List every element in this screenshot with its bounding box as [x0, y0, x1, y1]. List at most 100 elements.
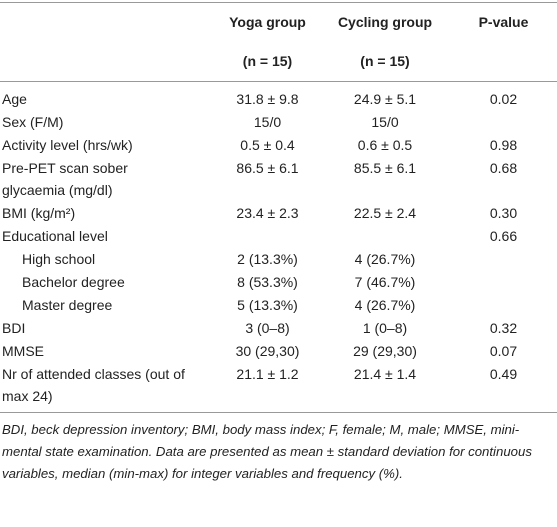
- row-label-text: BMI (kg/m²): [2, 205, 76, 221]
- cell-text: 1 (0–8): [362, 320, 408, 336]
- table-cell: 0.5 ± 0.4: [215, 134, 320, 157]
- header-row: (n = 15) (n = 15): [0, 41, 557, 82]
- table-cell: 22.5 ± 2.4: [320, 202, 450, 225]
- table-cell: 0.98: [450, 134, 557, 157]
- cell-text: 22.5 ± 2.4: [353, 205, 417, 221]
- row-label: BMI (kg/m²): [0, 202, 215, 225]
- table-cell: 7 (46.7%): [320, 271, 450, 294]
- table-cell: 29 (29,30): [320, 340, 450, 363]
- table-row: Educational level 0.66: [0, 225, 557, 248]
- cell-text: 85.5 ± 6.1: [353, 160, 417, 176]
- table-cell: 31.8 ± 9.8: [215, 82, 320, 112]
- row-label-text: Age: [2, 91, 27, 107]
- table-cell: 1 (0–8): [320, 317, 450, 340]
- cell-text: 0.6 ± 0.5: [357, 137, 413, 153]
- cell-text: 0.49: [489, 366, 518, 382]
- header-cell: P-value: [450, 2, 557, 41]
- table-row: Pre-PET scan sober glycaemia (mg/dl) 86.5…: [0, 157, 557, 202]
- table-cell: 0.66: [450, 225, 557, 248]
- cell-text: 0.98: [489, 137, 518, 153]
- table-cell: 0.49: [450, 363, 557, 413]
- cell-text: 31.8 ± 9.8: [236, 91, 299, 107]
- header-row: Yoga group Cycling group P-value: [0, 2, 557, 41]
- row-label-text: MMSE: [2, 343, 44, 359]
- cell-text: 4 (26.7%): [354, 251, 416, 267]
- header-cell: Yoga group: [215, 2, 320, 41]
- table-row: Activity level (hrs/wk) 0.5 ± 0.4 0.6 ± 0.…: [0, 134, 557, 157]
- row-label: Bachelor degree: [0, 271, 215, 294]
- cell-text: 30 (29,30): [235, 343, 300, 359]
- table-cell: [450, 271, 557, 294]
- header-cell: (n = 15): [320, 41, 450, 82]
- table-cell: 85.5 ± 6.1: [320, 157, 450, 202]
- header-cell: (n = 15): [215, 41, 320, 82]
- cell-text: 0.5 ± 0.4: [240, 137, 295, 153]
- footnote: BDI, beck depression inventory; BMI, bod…: [2, 422, 532, 481]
- table-cell: 0.07: [450, 340, 557, 363]
- cell-text: 0.02: [489, 91, 518, 107]
- cell-text: 0.30: [489, 205, 518, 221]
- table-cell: 0.02: [450, 82, 557, 112]
- cell-text: 21.1 ± 1.2: [236, 366, 299, 382]
- table-cell: 15/0: [320, 111, 450, 134]
- table-cell: [450, 294, 557, 317]
- row-label-text: Educational level: [2, 228, 108, 244]
- table-row: BDI 3 (0–8) 1 (0–8) 0.32: [0, 317, 557, 340]
- row-label-text: High school: [22, 251, 96, 267]
- table-cell: 21.1 ± 1.2: [215, 363, 320, 413]
- table-row: Master degree 5 (13.3%) 4 (26.7%): [0, 294, 557, 317]
- table-cell: 30 (29,30): [215, 340, 320, 363]
- table-cell: 0.32: [450, 317, 557, 340]
- cell-text: 2 (13.3%): [237, 251, 298, 267]
- row-label: Nr of attended classes (out of max 24): [0, 363, 215, 413]
- table-cell: 3 (0–8): [215, 317, 320, 340]
- header-cell: [0, 41, 215, 82]
- table-cell: [215, 225, 320, 248]
- table-cell: 86.5 ± 6.1: [215, 157, 320, 202]
- cell-text: 86.5 ± 6.1: [236, 160, 299, 176]
- table-row: Nr of attended classes (out of max 24) 21…: [0, 363, 557, 413]
- row-label: Master degree: [0, 294, 215, 317]
- row-label: Age: [0, 82, 215, 112]
- cell-text: 0.32: [489, 320, 518, 336]
- cell-text: 21.4 ± 1.4: [353, 366, 417, 382]
- table-cell: 21.4 ± 1.4: [320, 363, 450, 413]
- cell-text: 15/0: [371, 114, 399, 130]
- cell-text: 29 (29,30): [353, 343, 417, 359]
- table-cell: 23.4 ± 2.3: [215, 202, 320, 225]
- table-cell: 0.30: [450, 202, 557, 225]
- row-label-text: Pre-PET scan sober glycaemia (mg/dl): [2, 160, 128, 198]
- cell-text: 8 (53.3%): [237, 274, 298, 290]
- row-label-text: Activity level (hrs/wk): [2, 137, 133, 153]
- header-cell: [450, 41, 557, 82]
- table-cell: [450, 111, 557, 134]
- row-label: MMSE: [0, 340, 215, 363]
- cell-text: 3 (0–8): [245, 320, 290, 336]
- table-row: Bachelor degree 8 (53.3%) 7 (46.7%): [0, 271, 557, 294]
- cell-text: 5 (13.3%): [237, 297, 298, 313]
- table-cell: 4 (26.7%): [320, 248, 450, 271]
- table-cell: 24.9 ± 5.1: [320, 82, 450, 112]
- row-label: BDI: [0, 317, 215, 340]
- row-label-text: Sex (F/M): [2, 114, 64, 130]
- cell-text: 4 (26.7%): [354, 297, 416, 313]
- table-row: High school 2 (13.3%) 4 (26.7%): [0, 248, 557, 271]
- row-label: Activity level (hrs/wk): [0, 134, 215, 157]
- table-header: Yoga group Cycling group P-value (n = 15…: [0, 2, 557, 82]
- row-label-text: Nr of attended classes (out of max 24): [2, 366, 185, 404]
- cell-text: 0.07: [489, 343, 518, 359]
- row-label: Educational level: [0, 225, 215, 248]
- table-cell: 0.6 ± 0.5: [320, 134, 450, 157]
- cell-text: 0.66: [489, 228, 518, 244]
- table-cell: 2 (13.3%): [215, 248, 320, 271]
- table-row: Sex (F/M) 15/0 15/0: [0, 111, 557, 134]
- row-label-text: Master degree: [22, 297, 113, 313]
- table-cell: 8 (53.3%): [215, 271, 320, 294]
- row-label: Sex (F/M): [0, 111, 215, 134]
- cell-text: 15/0: [253, 114, 282, 130]
- table-row: MMSE 30 (29,30) 29 (29,30) 0.07: [0, 340, 557, 363]
- table-row: BMI (kg/m²) 23.4 ± 2.3 22.5 ± 2.4 0.30: [0, 202, 557, 225]
- header-cell: Cycling group: [320, 2, 450, 41]
- table-cell: 0.68: [450, 157, 557, 202]
- table-cell: [450, 248, 557, 271]
